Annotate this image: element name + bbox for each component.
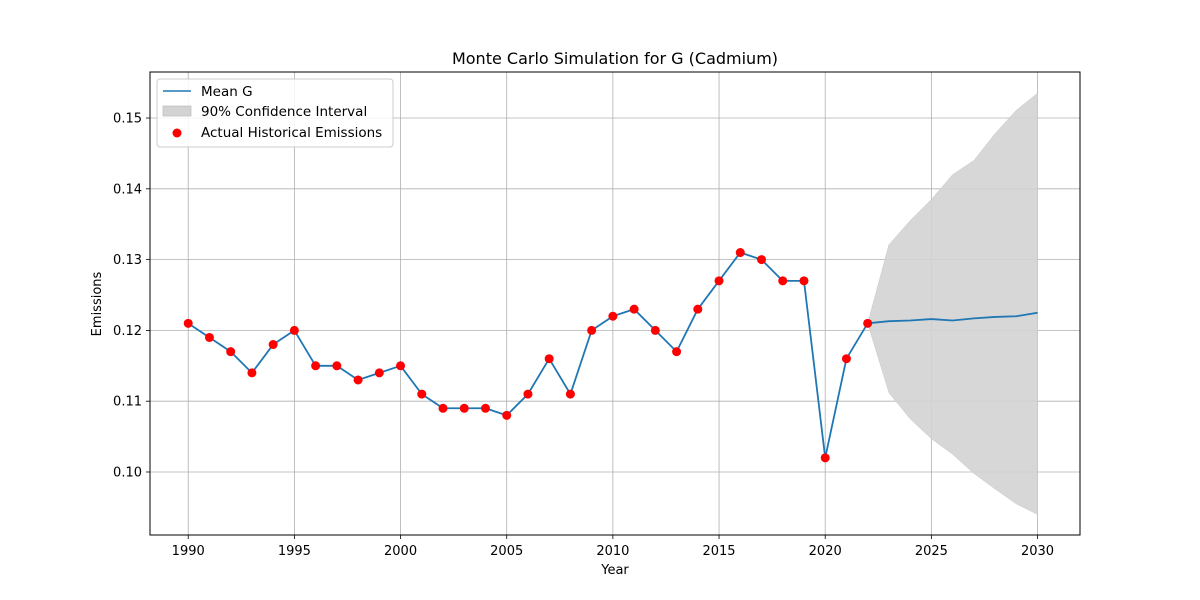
legend-label-mean: Mean G <box>201 84 253 100</box>
historical-emission-point <box>502 410 512 420</box>
historical-emission-point <box>268 340 278 350</box>
tick-layer: 1990 1995 2000 2005 2010 2015 2020 2025 2030 0.10… <box>113 112 1054 559</box>
historical-emission-point <box>841 354 851 364</box>
x-tick-label: 2020 <box>809 544 842 559</box>
y-tick-label: 0.11 <box>113 395 142 410</box>
historical-emission-point <box>459 403 469 413</box>
x-axis-label: Year <box>600 563 629 578</box>
historical-emission-point <box>438 403 448 413</box>
x-tick-label: 2025 <box>915 544 948 559</box>
historical-emission-point <box>799 276 809 286</box>
historical-emission-point <box>565 389 575 399</box>
confidence-interval-band <box>867 92 1038 515</box>
historical-emission-point <box>523 389 533 399</box>
x-tick-label: 1990 <box>172 544 205 559</box>
y-tick-label: 0.10 <box>113 465 142 480</box>
historical-emission-point <box>417 389 427 399</box>
legend: Mean G 90% Confidence Interval Actual Hi… <box>156 78 394 148</box>
historical-emission-point <box>332 361 342 371</box>
historical-emission-point <box>183 318 193 328</box>
historical-emission-point <box>587 325 597 335</box>
x-tick-label: 2015 <box>702 544 735 559</box>
historical-emission-point <box>289 325 299 335</box>
historical-emission-point <box>757 255 767 265</box>
y-tick-label: 0.14 <box>113 182 142 197</box>
x-tick-label: 2005 <box>490 544 523 559</box>
legend-swatch-actual <box>172 128 182 138</box>
chart-title: Monte Carlo Simulation for G (Cadmium) <box>452 49 778 68</box>
y-axis-label: Emissions <box>90 271 105 336</box>
historical-emission-point <box>226 347 236 357</box>
y-tick-label: 0.12 <box>113 324 142 339</box>
x-tick-label: 2030 <box>1021 544 1054 559</box>
historical-emission-point <box>396 361 406 371</box>
historical-emission-point <box>693 304 703 314</box>
x-tick-label: 2000 <box>384 544 417 559</box>
historical-emission-point <box>374 368 384 378</box>
y-tick-label: 0.15 <box>113 112 142 127</box>
historical-emission-point <box>672 347 682 357</box>
historical-emission-point <box>735 248 745 258</box>
legend-label-actual: Actual Historical Emissions <box>201 125 382 141</box>
historical-emission-point <box>608 311 618 321</box>
point-layer <box>183 248 873 463</box>
historical-emission-point <box>311 361 321 371</box>
historical-emission-point <box>650 325 660 335</box>
historical-emission-point <box>820 453 830 463</box>
plot-frame <box>149 71 1081 536</box>
legend-swatch-confidence <box>162 105 192 117</box>
historical-emission-point <box>544 354 554 364</box>
y-tick-label: 0.13 <box>113 253 142 268</box>
historical-emission-point <box>204 332 214 342</box>
historical-emission-point <box>247 368 257 378</box>
band-layer <box>867 92 1038 515</box>
historical-emission-point <box>714 276 724 286</box>
legend-frame <box>156 78 394 148</box>
historical-emission-point <box>353 375 363 385</box>
historical-emission-point <box>778 276 788 286</box>
historical-emission-point <box>863 318 873 328</box>
x-tick-label: 1995 <box>278 544 311 559</box>
legend-label-confidence: 90% Confidence Interval <box>201 104 367 120</box>
historical-emission-point <box>480 403 490 413</box>
historical-emission-point <box>629 304 639 314</box>
x-tick-label: 2010 <box>596 544 629 559</box>
